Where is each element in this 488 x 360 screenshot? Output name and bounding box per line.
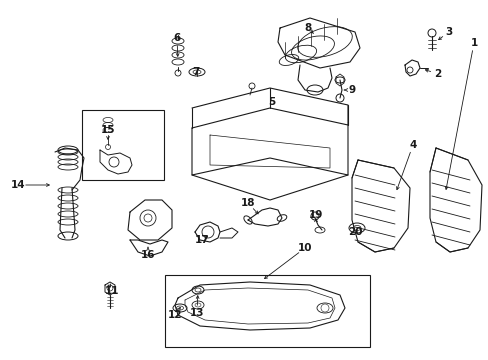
Text: 16: 16 bbox=[141, 250, 155, 260]
Text: 14: 14 bbox=[11, 180, 25, 190]
Text: 12: 12 bbox=[167, 310, 182, 320]
Text: 11: 11 bbox=[104, 286, 119, 296]
Text: 10: 10 bbox=[297, 243, 312, 253]
Text: 17: 17 bbox=[194, 235, 209, 245]
Text: 9: 9 bbox=[348, 85, 355, 95]
Text: 4: 4 bbox=[408, 140, 416, 150]
Text: 13: 13 bbox=[189, 308, 204, 318]
Text: 19: 19 bbox=[308, 210, 323, 220]
Text: 3: 3 bbox=[445, 27, 452, 37]
Text: 20: 20 bbox=[347, 227, 362, 237]
Text: 18: 18 bbox=[240, 198, 255, 208]
Text: 7: 7 bbox=[192, 67, 199, 77]
Bar bbox=[82, 110, 163, 180]
Text: 15: 15 bbox=[101, 125, 115, 135]
Text: 5: 5 bbox=[268, 97, 275, 107]
Text: 1: 1 bbox=[469, 38, 477, 48]
Bar bbox=[164, 275, 369, 347]
Text: 2: 2 bbox=[433, 69, 441, 79]
Text: 8: 8 bbox=[304, 23, 311, 33]
Text: 6: 6 bbox=[173, 33, 180, 43]
